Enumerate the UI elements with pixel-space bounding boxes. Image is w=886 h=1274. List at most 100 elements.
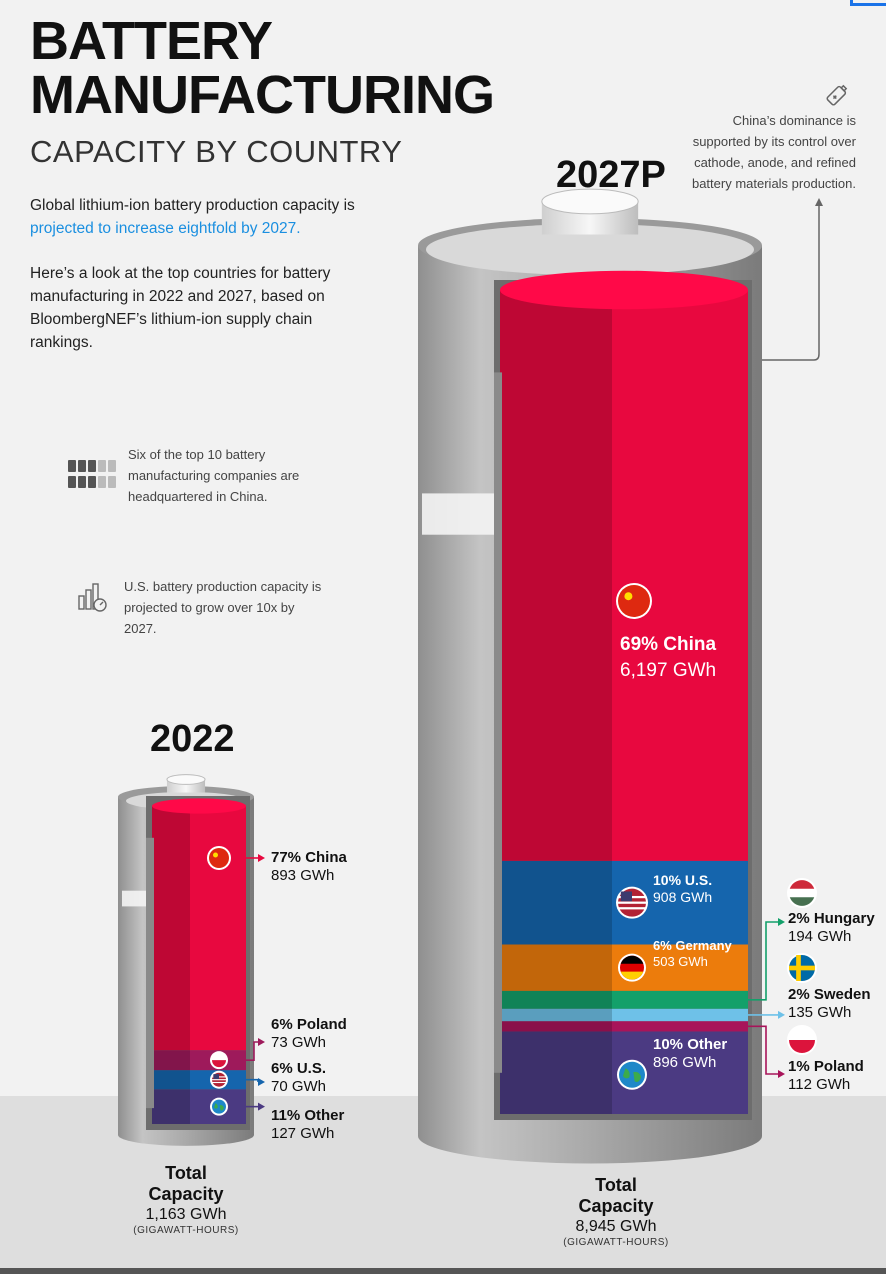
segment-hungary-front [612,990,748,1009]
us-flag-stripe [618,907,646,910]
poland-flag-red [789,1040,815,1053]
globe-ocean [619,1061,645,1088]
china-flag-star [624,592,633,601]
sweden-flag-v [796,955,801,981]
segment-hungary-left [500,990,612,1009]
us-flag-canton [213,1074,219,1080]
total-2027-line1: Total [595,1175,637,1195]
arrow-2022-other [258,1102,265,1111]
connector-2022-poland [246,1041,258,1061]
globe-ocean [212,1099,226,1114]
globe-land-2 [633,1071,642,1082]
poland-flag-icon [787,1025,817,1055]
sweden-flag-h [789,965,815,971]
us-flag-stripe [212,1081,226,1084]
page-subtitle: CAPACITY BY COUNTRY [30,134,403,169]
note-us-growth: U.S. battery production capacity is proj… [124,579,322,636]
globe-flag-icon [210,1097,228,1116]
china-flag-icon [616,583,652,619]
label-2022-other-pct: 11% Other [271,1107,345,1124]
label-2027-us: 10% U.S. 908 GWh [653,872,712,906]
note-china-dominance: China’s dominance is supported by its co… [691,113,856,191]
label-2027-sweden-pct: 2% Sweden [788,986,871,1003]
us-flag-stripe [618,901,646,904]
segment-poland-left [152,1050,190,1071]
label-2027-other-pct: 10% Other [653,1036,728,1053]
china-flag-field [209,848,229,868]
arrow-2027-poland [778,1070,785,1078]
segment-china-front [190,806,246,1051]
total-2022: Total Capacity 1,163 GWh (GIGAWATT-HOURS… [86,1163,286,1238]
connector-lines [746,198,823,361]
china-flag-field [618,585,650,617]
hungary-flag-red [789,880,815,889]
us-flag-stripe [212,1079,226,1081]
battery-grid-icon [68,460,116,488]
intro-paragraph-1: Global lithium-ion battery production ca… [30,194,390,240]
label-2022-china-val: 893 GWh [271,867,335,884]
title-line-1: BATTERY [30,11,273,71]
segment-china-top [500,270,748,310]
poland-flag-white [789,1027,815,1040]
globe-land-2 [219,1105,224,1111]
label-2022-us-val: 70 GWh [271,1078,327,1095]
hungary-flag-icon [787,878,817,908]
segment-poland-left [500,1021,612,1032]
segment-us.-left [500,860,612,945]
label-2027-sweden-val: 135 GWh [788,1004,852,1021]
globe-land [622,1068,630,1079]
label-2027-us-val: 908 GWh [653,889,713,905]
label-2022-other-val: 127 GWh [271,1125,335,1142]
total-2027-line2: Capacity [578,1196,654,1216]
battery-2022 [118,774,265,1146]
label-2022-us: 6% U.S. 70 GWh [271,1060,326,1096]
label-2027-germany-pct: 6% Germany [653,938,732,953]
year-label-2027: 2027P [556,154,666,196]
china-note-arrowhead [815,198,823,206]
segment-china-left [152,806,190,1051]
segment-other-left [152,1089,190,1124]
china-flag-icon [207,846,231,870]
label-2027-other: 10% Other 896 GWh [653,1036,727,1072]
intro-highlight: projected to increase eightfold by 2027. [30,220,301,237]
total-2022-unit: (GIGAWATT-HOURS) [133,1225,239,1236]
label-2027-hungary: 2% Hungary 194 GWh [788,910,875,946]
segment-sweden-front [612,1008,748,1022]
total-2027-value: 8,945 GWh [575,1218,657,1235]
germany-flag-icon [618,953,646,982]
total-2022-value: 1,163 GWh [145,1206,227,1223]
label-2027-germany-val: 503 GWh [653,954,708,969]
label-2027-hungary-pct: 2% Hungary [788,910,875,927]
globe-land [214,1103,218,1109]
poland-flag-red [212,1060,226,1068]
sweden-flag-icon [787,953,817,983]
label-2027-china-val: 6,197 GWh [620,660,717,681]
label-2027-sweden: 2% Sweden 135 GWh [788,986,871,1022]
page-title: BATTERY MANUFACTURING [30,11,495,125]
segment-china-top [152,798,246,814]
connector-2027-hungary [748,921,778,1001]
segment-sweden-left [500,1008,612,1022]
bar-chart-growth-icon [78,583,107,612]
label-2027-china: 69% China 6,197 GWh [620,632,716,684]
intro-text: Global lithium-ion battery production ca… [30,197,355,214]
arrow-2027-sweden [778,1010,785,1019]
corner-accent [850,0,886,6]
poland-flag-white [212,1053,226,1061]
segment-china-left [500,290,612,861]
total-2022-line1: Total [165,1163,207,1183]
battery-terminal-top [166,774,206,785]
arrow-2022-us [258,1078,265,1086]
battery-2027 [418,188,817,1164]
connector-2027-poland [748,1025,778,1075]
segment-germany-left [500,944,612,991]
title-line-2: MANUFACTURING [30,65,495,125]
total-2027-unit: (GIGAWATT-HOURS) [563,1237,669,1248]
note-companies: Six of the top 10 battery manufacturing … [128,447,300,504]
label-2022-china-pct: 77% China [271,849,347,866]
label-2022-poland-pct: 6% Poland [271,1016,347,1033]
bottom-rule [0,1268,886,1274]
segment-us.-left [152,1070,190,1090]
germany-flag-gold [620,971,644,980]
